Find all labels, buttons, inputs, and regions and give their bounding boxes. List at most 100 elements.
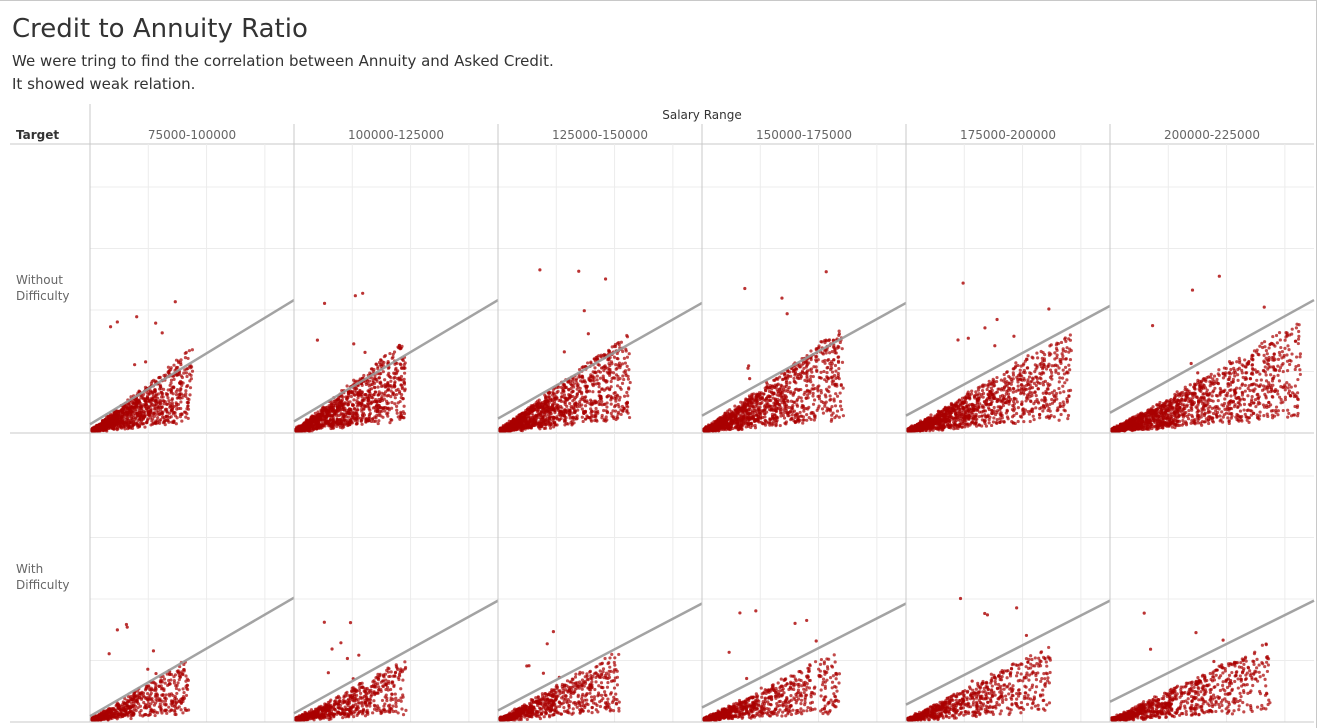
data-point — [625, 401, 629, 405]
data-point — [619, 340, 624, 344]
data-point — [311, 418, 315, 422]
data-point — [355, 387, 359, 391]
data-point — [170, 397, 175, 401]
data-point — [138, 416, 142, 420]
row-label: Without — [16, 273, 63, 287]
data-point — [626, 411, 630, 415]
dashboard-title: Credit to Annuity Ratio — [12, 14, 308, 44]
data-point — [145, 404, 149, 408]
data-point — [825, 370, 829, 375]
data-point — [333, 412, 337, 416]
data-point — [366, 381, 370, 386]
data-point — [170, 407, 175, 411]
scatter-points — [702, 270, 846, 433]
data-point — [570, 406, 574, 410]
data-point — [803, 378, 807, 382]
data-point — [388, 351, 392, 356]
data-point — [394, 366, 398, 370]
data-point — [839, 383, 843, 388]
data-point — [371, 406, 375, 410]
data-point — [608, 363, 612, 368]
data-point — [596, 411, 600, 415]
data-point — [588, 378, 592, 383]
data-point — [156, 416, 160, 420]
data-point — [184, 392, 188, 396]
data-point — [129, 419, 133, 423]
data-point — [373, 399, 377, 403]
data-point — [374, 362, 378, 366]
data-point — [165, 415, 169, 419]
data-point — [154, 421, 158, 426]
data-point — [358, 393, 362, 397]
data-point — [393, 396, 397, 400]
data-point — [386, 387, 391, 391]
data-point — [173, 300, 177, 304]
data-point — [368, 408, 372, 412]
data-point — [605, 394, 609, 399]
data-point — [593, 366, 597, 370]
data-point — [360, 417, 364, 422]
data-point — [811, 374, 815, 379]
data-point — [184, 350, 188, 355]
data-point — [157, 421, 162, 425]
data-point — [358, 388, 362, 393]
data-point — [154, 321, 158, 325]
data-point — [599, 355, 603, 359]
data-point — [589, 398, 593, 402]
data-point — [809, 349, 813, 353]
data-point — [566, 380, 571, 384]
data-point — [604, 379, 608, 383]
data-point — [587, 389, 592, 393]
data-point — [589, 419, 594, 423]
data-point — [133, 363, 137, 367]
data-point — [617, 364, 621, 368]
data-point — [389, 417, 393, 422]
data-point — [335, 405, 340, 409]
data-point — [622, 356, 627, 360]
data-point — [548, 390, 552, 395]
data-point — [376, 385, 380, 389]
data-point — [345, 421, 349, 425]
data-point — [514, 418, 518, 422]
data-point — [627, 367, 631, 372]
data-point — [147, 399, 151, 403]
data-point — [790, 413, 794, 417]
data-point — [131, 422, 135, 427]
data-point — [603, 402, 607, 406]
data-point — [612, 391, 616, 395]
data-point — [174, 404, 178, 408]
data-point — [376, 393, 380, 397]
data-point — [568, 413, 572, 418]
data-point — [330, 405, 334, 409]
data-point — [600, 413, 604, 418]
data-point — [184, 371, 189, 375]
data-point — [133, 411, 137, 415]
data-point — [805, 418, 809, 422]
data-point — [368, 388, 372, 392]
data-point — [627, 415, 632, 420]
data-point — [376, 421, 380, 426]
data-point — [179, 400, 183, 404]
column-label: 75000-100000 — [148, 128, 236, 142]
data-point — [838, 404, 843, 408]
data-point — [159, 405, 163, 409]
data-point — [328, 417, 332, 422]
data-point — [155, 412, 159, 416]
scatter-points — [90, 300, 195, 433]
data-point — [319, 425, 323, 429]
column-header-salary-range: Salary Range — [662, 108, 742, 122]
data-point — [610, 414, 614, 418]
data-point — [315, 418, 319, 422]
data-point — [149, 407, 153, 411]
data-point — [401, 415, 405, 420]
data-point — [179, 406, 183, 411]
data-point — [550, 399, 555, 403]
data-point — [167, 411, 172, 415]
data-point — [161, 387, 166, 391]
data-point — [168, 404, 172, 408]
data-point — [602, 352, 606, 357]
data-point — [355, 404, 359, 408]
data-point — [628, 380, 632, 385]
data-point — [840, 360, 845, 364]
data-point — [386, 360, 390, 364]
